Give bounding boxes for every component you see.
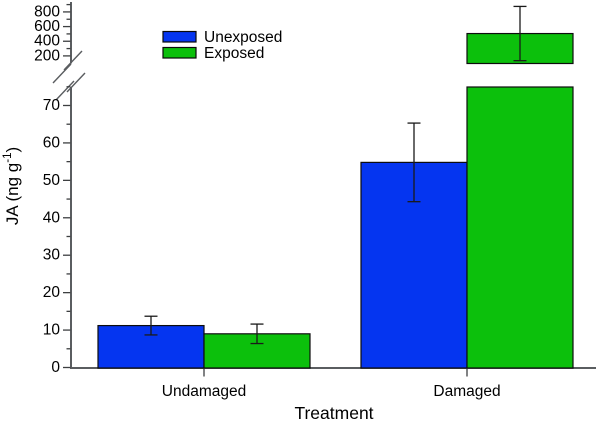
y-tick-label: 40: [43, 209, 61, 226]
break-slash: [52, 63, 72, 84]
x-category-label-damaged: Damaged: [433, 383, 500, 400]
y-tick-label: 200: [34, 47, 60, 64]
x-axis-title: Treatment: [294, 403, 373, 423]
break-slash: [63, 50, 83, 71]
y-tick-label: 10: [43, 322, 61, 339]
y-tick-label: 800: [34, 3, 60, 20]
legend-label-exposed: Exposed: [204, 45, 264, 62]
y-axis-title-superscript: -1: [2, 153, 14, 163]
y-axis-title-close: ): [3, 147, 22, 153]
y-axis-title-main: JA (ng g: [3, 163, 22, 225]
break-slash: [66, 72, 86, 93]
y-tick-label: 50: [43, 172, 61, 189]
y-tick-label: 0: [51, 359, 60, 376]
x-category-label-undamaged: Undamaged: [162, 383, 246, 400]
y-tick-label: 600: [34, 18, 60, 35]
bars: [97, 32, 574, 369]
legend-label-unexposed: Unexposed: [204, 29, 282, 46]
legend: Unexposed Exposed: [162, 29, 282, 62]
bar-segment-clipped-lower: [466, 86, 574, 369]
legend-swatch-exposed: [162, 46, 197, 59]
axis-ticks: [63, 3, 468, 377]
error-bars: [144, 5, 527, 345]
y-tick-label: 30: [43, 247, 61, 264]
legend-swatch-unexposed: [162, 30, 197, 43]
y-axis-title: JA (ng g-1): [2, 147, 22, 225]
y-tick-label: 60: [43, 134, 61, 151]
y-tick-label: 400: [34, 33, 60, 50]
axis-break-marks: [52, 50, 86, 101]
break-slash: [55, 80, 75, 101]
y-tick-label: 70: [43, 97, 61, 114]
y-tick-label: 20: [43, 284, 61, 301]
